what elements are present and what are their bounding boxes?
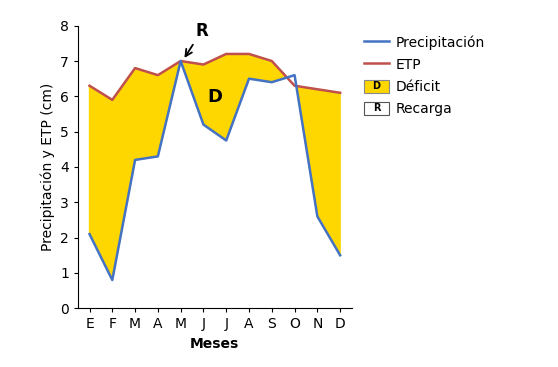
Text: R: R: [185, 22, 208, 56]
Text: D: D: [208, 88, 222, 106]
X-axis label: Meses: Meses: [190, 337, 239, 351]
Legend: Precipitación, ETP, Déficit, Recarga: Precipitación, ETP, Déficit, Recarga: [361, 33, 488, 119]
Text: D: D: [373, 81, 381, 91]
Text: R: R: [373, 103, 380, 113]
Y-axis label: Precipitación y ETP (cm): Precipitación y ETP (cm): [40, 83, 55, 251]
